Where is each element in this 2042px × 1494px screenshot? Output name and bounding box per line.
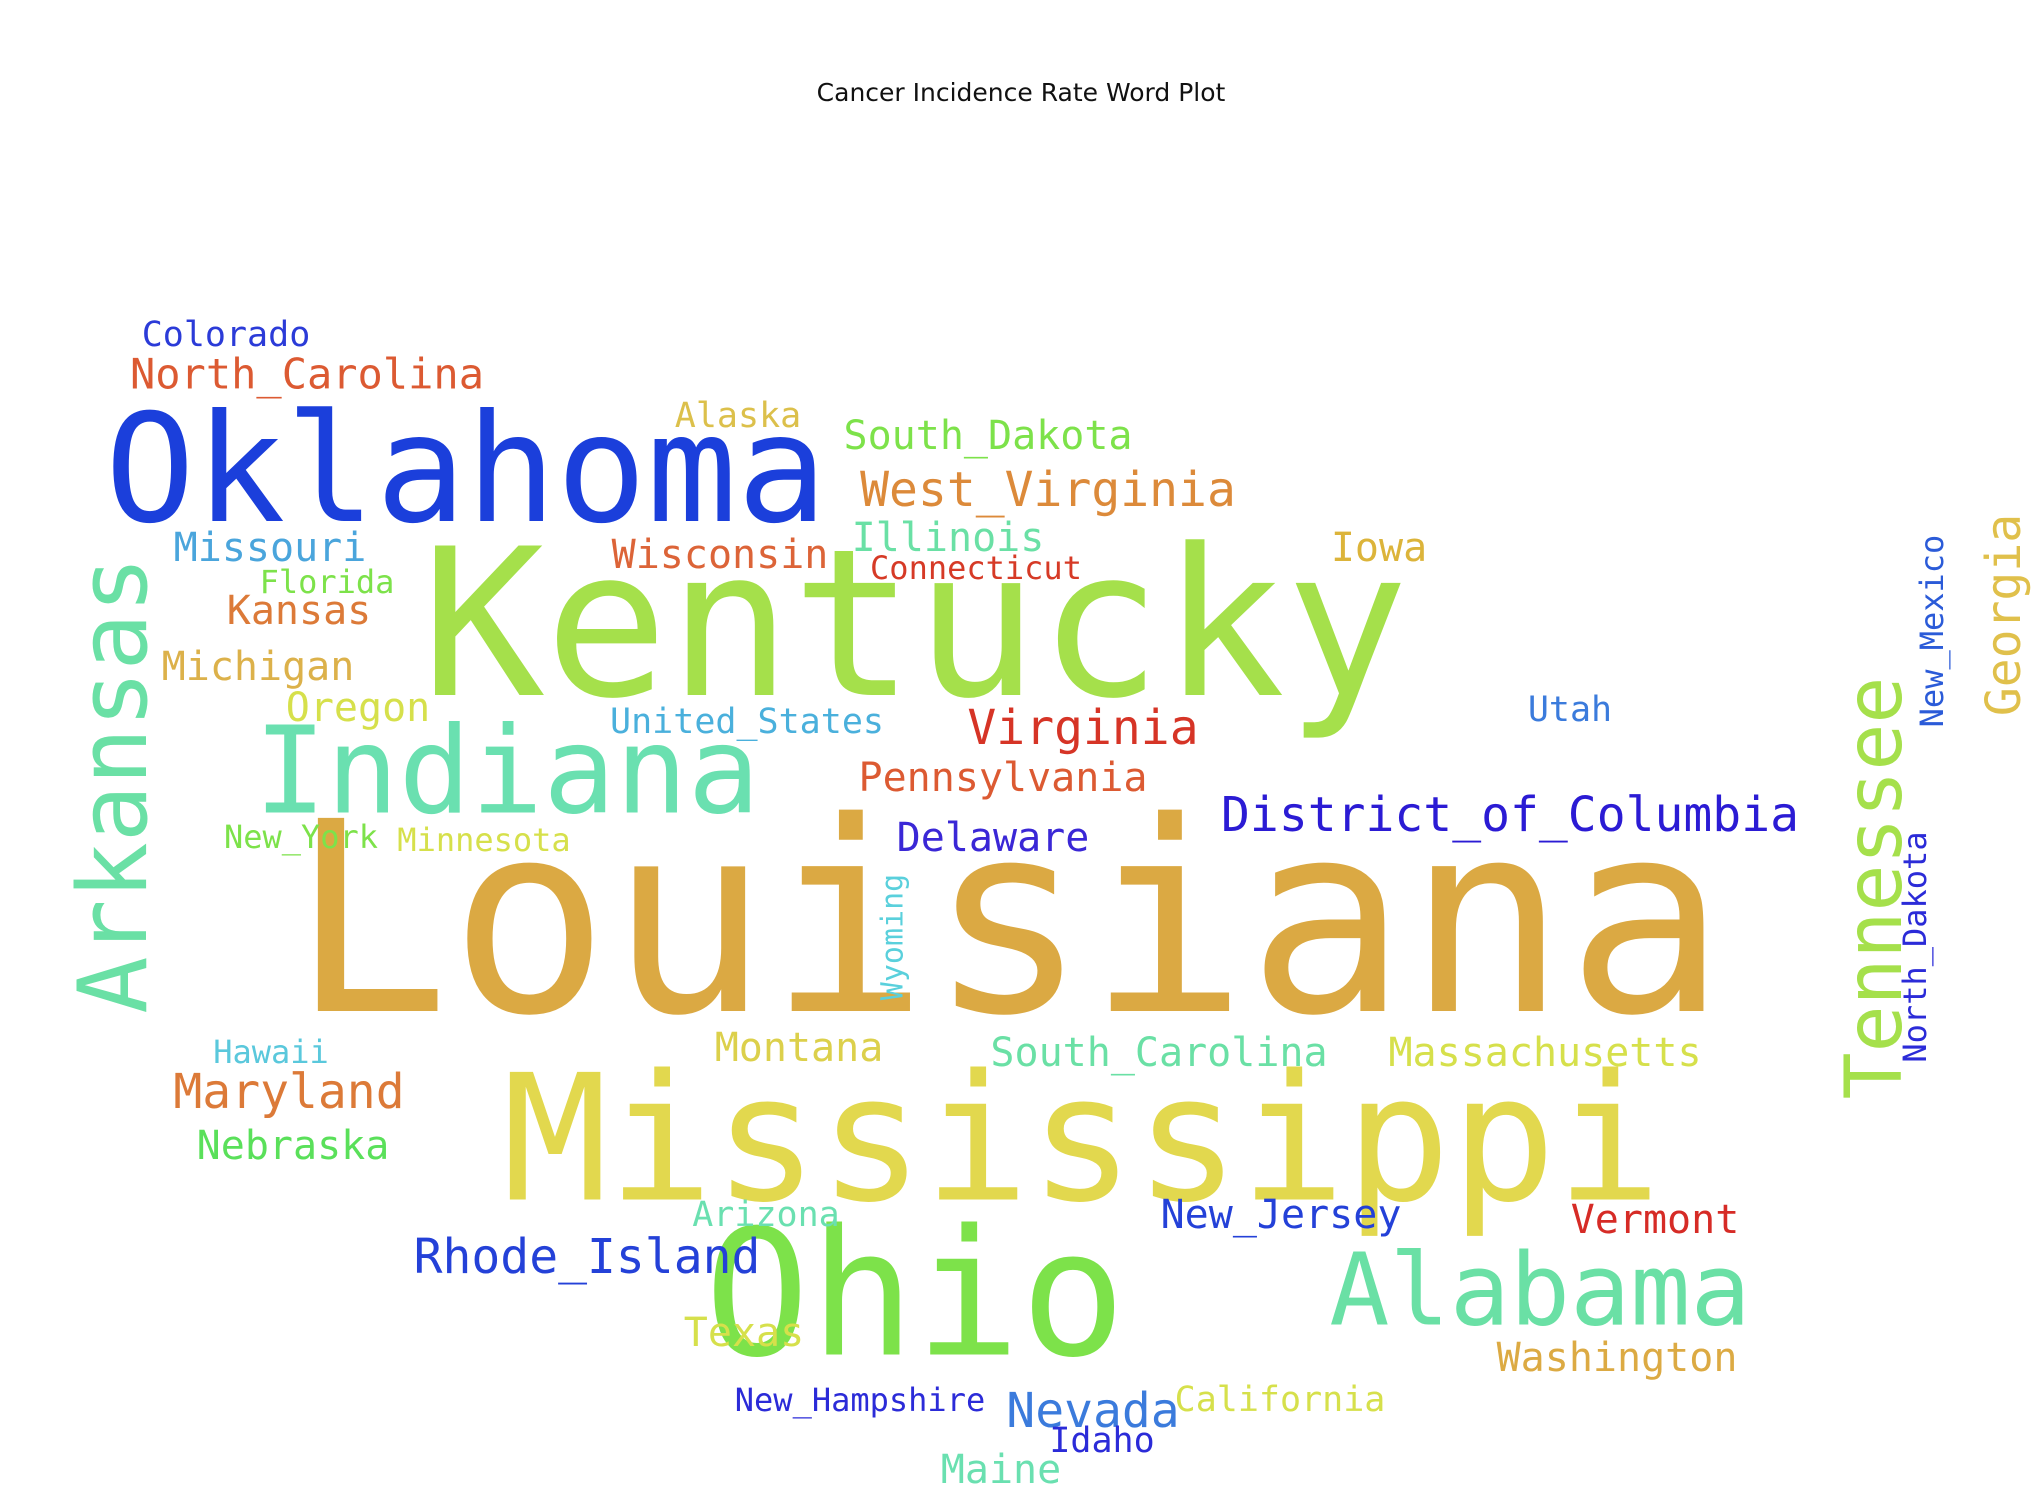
word-nebraska: Nebraska <box>197 1123 390 1169</box>
word-illinois: Illinois <box>852 515 1045 561</box>
word-west-virginia: West_Virginia <box>860 462 1236 518</box>
word-washington: Washington <box>1497 1335 1738 1381</box>
word-california: California <box>1175 1380 1386 1420</box>
word-south-dakota: South_Dakota <box>844 413 1133 459</box>
word-tennessee: Tennessee <box>1830 677 1920 1100</box>
word-south-carolina: South_Carolina <box>990 1030 1327 1076</box>
word-maine: Maine <box>941 1447 1061 1493</box>
word-pennsylvania: Pennsylvania <box>859 755 1148 801</box>
word-rhode-island: Rhode_Island <box>414 1229 761 1285</box>
word-alabama: Alabama <box>1329 1232 1750 1349</box>
word-arkansas: Arkansas <box>59 556 169 1014</box>
word-georgia: Georgia <box>1976 514 2032 716</box>
word-kansas: Kansas <box>227 588 372 634</box>
word-ohio: Ohio <box>704 1194 1125 1397</box>
word-wyoming: Wyoming <box>876 874 911 1000</box>
word-montana: Montana <box>715 1025 884 1071</box>
word-indiana: Indiana <box>254 703 760 842</box>
word-louisiana: Louisiana <box>290 766 1726 1074</box>
word-maryland: Maryland <box>173 1064 404 1120</box>
word-massachusetts: Massachusetts <box>1388 1030 1701 1076</box>
word-texas: Texas <box>684 1310 804 1356</box>
word-new-york: New_York <box>224 818 378 856</box>
word-colorado: Colorado <box>142 315 311 355</box>
word-oregon: Oregon <box>286 685 431 731</box>
word-oklahoma: Oklahoma <box>105 383 827 557</box>
word-delaware: Delaware <box>897 815 1090 861</box>
word-kentucky: Kentucky <box>421 506 1408 744</box>
word-hawaii: Hawaii <box>213 1033 329 1071</box>
word-wisconsin: Wisconsin <box>612 532 829 578</box>
word-florida: Florida <box>260 563 395 601</box>
word-arizona: Arizona <box>692 1195 840 1235</box>
word-new-mexico: New_Mexico <box>1913 535 1951 728</box>
word-vermont: Vermont <box>1571 1197 1740 1243</box>
word-utah: Utah <box>1528 690 1612 730</box>
word-alaska: Alaska <box>675 396 801 436</box>
chart-title: Cancer Incidence Rate Word Plot <box>816 78 1226 107</box>
word-united-states: United_States <box>610 702 884 742</box>
word-iowa: Iowa <box>1331 525 1427 571</box>
word-new-hampshire: New_Hampshire <box>735 1381 985 1419</box>
word-north-carolina: North_Carolina <box>130 350 484 399</box>
word-mississippi: Mississippi <box>503 1039 1662 1242</box>
word-minnesota: Minnesota <box>397 821 570 859</box>
word-michigan: Michigan <box>162 644 355 690</box>
word-idaho: Idaho <box>1049 1421 1154 1461</box>
word-north-dakota: North_Dakota <box>1896 831 1934 1062</box>
word-new-jersey: New_Jersey <box>1161 1192 1402 1238</box>
word-nevada: Nevada <box>1006 1383 1179 1439</box>
word-missouri: Missouri <box>174 525 367 571</box>
word-connecticut: Connecticut <box>870 549 1082 587</box>
word-district-of-columbia: District_of_Columbia <box>1221 787 1799 843</box>
word-virginia: Virginia <box>967 700 1198 756</box>
